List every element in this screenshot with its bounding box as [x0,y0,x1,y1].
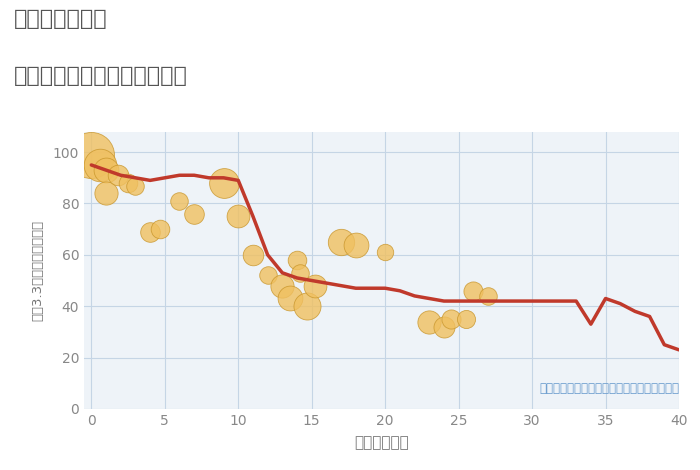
Point [100,166,111,174]
Point [112,172,123,179]
Text: 千葉県市原市藪: 千葉県市原市藪 [14,9,108,30]
Point [130,182,141,189]
Point [302,302,313,310]
Point [461,315,472,323]
Point [284,295,295,302]
Point [232,212,244,220]
Point [122,179,134,187]
X-axis label: 築年数（年）: 築年数（年） [354,435,409,450]
Point [438,323,449,330]
Point [276,282,288,290]
Point [468,287,479,295]
Text: 築年数別中古マンション価格: 築年数別中古マンション価格 [14,66,188,86]
Point [262,272,273,279]
Y-axis label: 坪（3.3㎡）単価（万円）: 坪（3.3㎡）単価（万円） [32,219,44,321]
Point [446,315,457,323]
Point [482,292,493,300]
Point [350,241,361,248]
Point [379,249,391,256]
Point [100,189,111,197]
Point [424,318,435,325]
Point [174,197,185,205]
Point [218,179,229,187]
Point [155,226,166,233]
Point [335,238,346,246]
Point [309,282,321,290]
Point [247,251,258,258]
Point [295,269,306,276]
Text: 円の大きさは、取引のあった物件面積を示す: 円の大きさは、取引のあった物件面積を示す [539,382,679,395]
Point [85,151,97,158]
Point [188,210,199,218]
Point [94,161,106,169]
Point [144,228,155,235]
Point [291,256,302,264]
